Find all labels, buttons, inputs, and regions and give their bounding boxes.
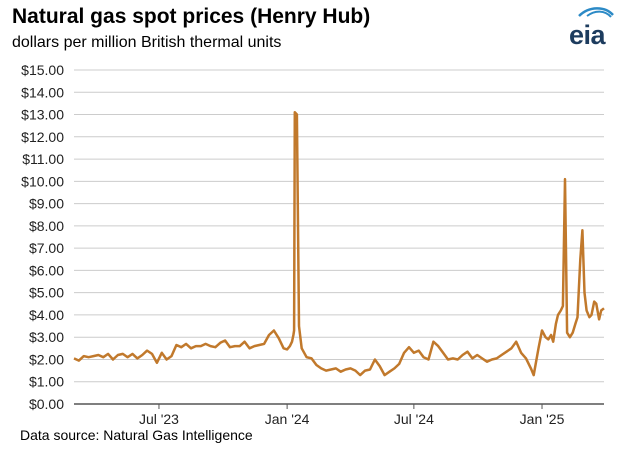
chart-title: Natural gas spot prices (Henry Hub) [12, 5, 371, 28]
x-axis: Jul '23 Jan '24 Jul '24 Jan '25 [139, 404, 565, 427]
series-layer [73, 111, 605, 377]
y-tick-label: $15.00 [21, 62, 64, 78]
y-tick-label: $14.00 [21, 84, 64, 100]
x-tick-label: Jul '23 [139, 411, 179, 427]
y-tick-label: $11.00 [22, 151, 64, 167]
y-tick-label: $4.00 [29, 307, 64, 323]
logo-swoosh-icon [578, 7, 614, 18]
y-tick-label: $5.00 [29, 285, 64, 301]
y-tick-label: $7.00 [29, 240, 64, 256]
x-tick-label: Jan '24 [265, 411, 310, 427]
x-tick-label: Jul '24 [394, 411, 434, 427]
x-tick-label: Jan '25 [520, 411, 565, 427]
y-tick-label: $8.00 [29, 218, 64, 234]
series-line-henry-hub [73, 111, 605, 377]
data-source: Data source: Natural Gas Intelligence [20, 427, 253, 443]
y-tick-label: $0.00 [29, 396, 64, 412]
y-tick-label: $3.00 [29, 329, 64, 345]
chart-subtitle: dollars per million British thermal unit… [12, 34, 282, 51]
y-tick-label: $6.00 [29, 262, 64, 278]
y-tick-label: $2.00 [29, 351, 64, 367]
y-tick-label: $13.00 [21, 107, 64, 123]
eia-logo: eia [565, 6, 615, 50]
y-tick-label: $1.00 [29, 374, 64, 390]
logo-text: eia [569, 20, 606, 50]
y-tick-label: $9.00 [29, 196, 64, 212]
y-tick-label: $12.00 [21, 129, 64, 145]
y-tick-label: $10.00 [21, 173, 64, 189]
y-grid: $0.00 $1.00 $2.00 $3.00 $4.00 $5.00 $6.00 $7.00… [21, 62, 604, 412]
